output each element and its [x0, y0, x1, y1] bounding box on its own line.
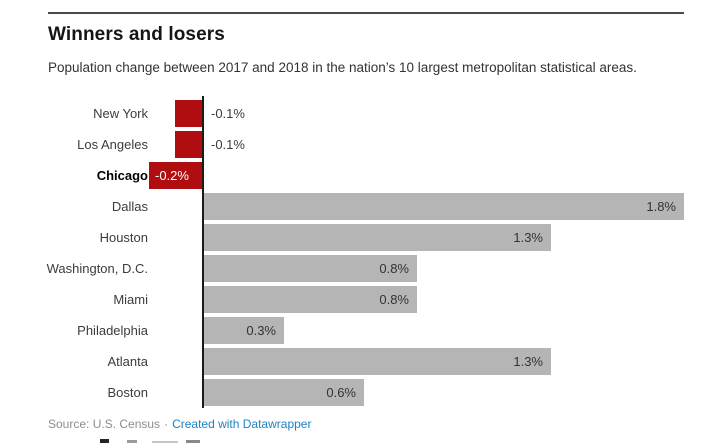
bar-row: Miami 0.8%	[0, 286, 701, 313]
category-label: Boston	[107, 385, 148, 400]
bar	[149, 162, 202, 189]
datawrapper-link[interactable]: Created with Datawrapper	[172, 417, 312, 431]
bar	[204, 193, 684, 220]
category-label: Los Angeles	[77, 137, 148, 152]
value-label: 0.6%	[326, 385, 356, 400]
clipped-text-fragment	[152, 441, 178, 443]
category-label: Chicago	[96, 168, 148, 183]
value-label: 0.8%	[379, 261, 409, 276]
category-label: Philadelphia	[77, 323, 148, 338]
category-label: Houston	[99, 230, 148, 245]
bar-row: Boston 0.6%	[0, 379, 701, 406]
bar-row: Atlanta 1.3%	[0, 348, 701, 375]
bar-row: Dallas 1.8%	[0, 193, 701, 220]
bar-row: Washington, D.C. 0.8%	[0, 255, 701, 282]
bar	[175, 131, 202, 158]
top-rule	[48, 12, 684, 14]
axis-baseline	[202, 96, 204, 408]
category-label: Miami	[113, 292, 148, 307]
bar-row: Los Angeles -0.1%	[0, 131, 701, 158]
bar	[204, 224, 551, 251]
clipped-text-fragment	[186, 440, 200, 443]
value-label: -0.2%	[155, 168, 189, 183]
source-text: Source: U.S. Census	[48, 417, 161, 431]
value-label: -0.1%	[211, 106, 245, 121]
bar	[204, 317, 284, 344]
page-title: Winners and losers	[48, 24, 225, 45]
footer-separator: ·	[164, 417, 169, 431]
bar	[204, 255, 417, 282]
value-label: 0.3%	[246, 323, 276, 338]
value-label: 1.8%	[646, 199, 676, 214]
value-label: -0.1%	[211, 137, 245, 152]
bar	[204, 348, 551, 375]
bar-row: Chicago -0.2%	[0, 162, 701, 189]
bar-row: Philadelphia 0.3%	[0, 317, 701, 344]
bar	[175, 100, 202, 127]
value-label: 1.3%	[513, 230, 543, 245]
category-label: Washington, D.C.	[46, 261, 148, 276]
chart-footer: Source: U.S. Census · Created with Datawra…	[48, 417, 311, 431]
clipped-text-fragment	[100, 439, 109, 443]
bar	[204, 286, 417, 313]
category-label: Dallas	[111, 199, 148, 214]
bar-row: New York -0.1%	[0, 100, 701, 127]
clipped-text-fragment	[127, 440, 137, 443]
bar-row: Houston 1.3%	[0, 224, 701, 251]
category-label: New York	[93, 106, 148, 121]
value-label: 0.8%	[379, 292, 409, 307]
bar	[204, 379, 364, 406]
page-subtitle: Population change between 2017 and 2018 …	[48, 60, 637, 75]
category-label: Atlanta	[107, 354, 148, 369]
value-label: 1.3%	[513, 354, 543, 369]
